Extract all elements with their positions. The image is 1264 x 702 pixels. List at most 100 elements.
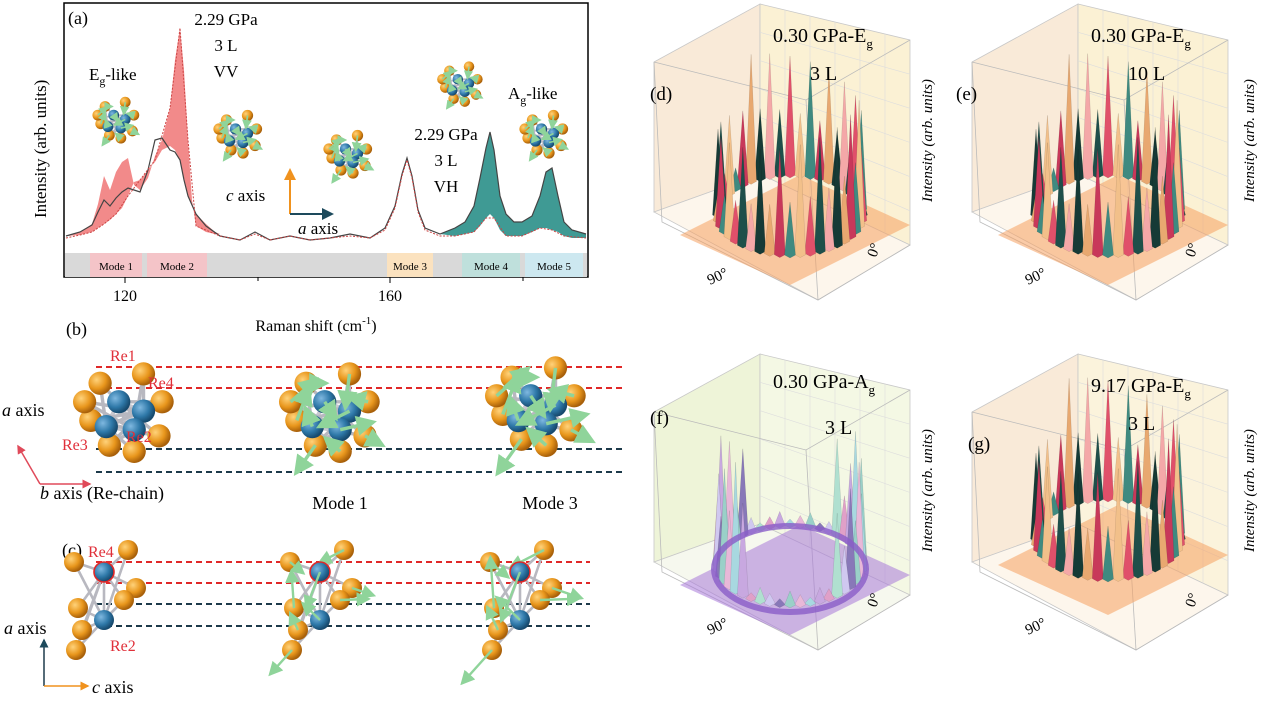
intensity-bar	[1132, 137, 1144, 255]
mode1-label: Mode 1	[99, 261, 133, 273]
polar-panel-g: 9.17 GPa-Eg 3 L (g) Intensity (arb. units) 9…	[968, 353, 1258, 651]
mode4-band	[462, 253, 520, 277]
cube-edge	[971, 411, 1229, 651]
panel-a: Mode 1 Mode 2 Mode 3 Mode 4 Mode 5 120 1…	[31, 2, 589, 335]
intensity-bar	[745, 54, 757, 185]
displacement-arrow	[339, 592, 371, 607]
displacement-arrow	[506, 394, 526, 422]
polar-label: (d)	[650, 84, 672, 105]
molecule-c-mode3	[460, 540, 585, 686]
displacement-arrow	[293, 444, 317, 477]
displacement-arrow	[289, 377, 320, 404]
displacement-arrow	[524, 119, 536, 130]
displacement-arrow	[103, 118, 113, 129]
s-atom	[97, 433, 122, 457]
intensity-bar	[1072, 108, 1084, 182]
mode5-band	[525, 253, 583, 277]
mode2-label: Mode 2	[160, 261, 194, 273]
panel-c: (c) Re4 Re2 a axis c axis	[4, 540, 590, 697]
intensity-bar	[1063, 54, 1075, 185]
displacement-arrow	[545, 408, 591, 429]
intensity-bar	[763, 592, 776, 607]
b-axis-label-b: b axis (Re-chain)	[40, 483, 164, 504]
displacement-arrow	[542, 146, 553, 158]
intensity-bar	[1082, 53, 1094, 180]
displacement-arrow	[268, 649, 293, 677]
eg-like-label: Eg-like	[89, 65, 137, 88]
intensity-bar	[804, 196, 816, 257]
polar-zlabel: Intensity (arb. units)	[1242, 429, 1258, 553]
re-atom	[94, 610, 114, 630]
displacement-arrow	[119, 102, 130, 116]
polar-layers: 3 L	[810, 63, 837, 85]
mode5-label: Mode 5	[537, 261, 571, 273]
polar-title: 9.17 GPa-Eg	[1091, 375, 1191, 401]
mode2-band	[147, 253, 207, 277]
mode1-caption: Mode 1	[312, 493, 368, 513]
bond	[102, 549, 130, 621]
panel-a-label: (a)	[68, 8, 88, 29]
intensity-bar	[784, 590, 796, 609]
molecule-ag-like	[519, 109, 570, 162]
intensity-bar	[1141, 187, 1153, 252]
molecule-c-mode1	[268, 540, 377, 677]
re-atom	[93, 561, 115, 583]
displacement-arrow	[553, 124, 565, 134]
mode3-label: Mode 3	[393, 261, 427, 273]
displacement-arrow	[460, 649, 493, 686]
molecule-b-static	[72, 362, 174, 464]
displacement-arrow	[495, 438, 523, 477]
displacement-arrow	[112, 117, 126, 126]
intensity-bar	[1132, 461, 1144, 579]
displacement-arrow	[328, 137, 342, 150]
a-axis-arrow-b	[17, 444, 41, 485]
intensity-bar	[831, 127, 843, 249]
intensity-bar	[823, 588, 835, 602]
s-atom	[118, 540, 138, 560]
atom-c-re2: Re2	[110, 638, 136, 655]
displacement-arrow	[464, 86, 478, 96]
displacement-arrow	[322, 435, 345, 457]
displacement-arrow	[469, 74, 480, 84]
mode3-caption: Mode 3	[522, 493, 578, 513]
polar-zlabel: Intensity (arb. units)	[920, 429, 936, 553]
displacement-arrow	[463, 66, 474, 80]
intensity-bar	[1082, 377, 1094, 504]
displacement-arrow	[445, 98, 455, 110]
displacement-arrow	[352, 156, 370, 166]
displacement-arrow	[548, 115, 558, 130]
displacement-arrow	[485, 604, 500, 631]
bond	[518, 549, 546, 621]
displacement-arrow	[458, 95, 469, 106]
intensity-bar	[754, 108, 766, 182]
re-atom	[107, 390, 131, 414]
angle-90-label: 90°	[705, 265, 731, 288]
intensity-bar	[784, 201, 796, 259]
polar-panel-f: 0.30 GPa-Ag 3 L (f) Intensity (arb. units) 9…	[650, 353, 936, 651]
s-atom	[64, 552, 84, 572]
panel-a-xlabel: Raman shift (cm-1)	[255, 315, 376, 335]
polar-layers: 3 L	[825, 417, 852, 439]
intensity-bar	[1102, 201, 1114, 259]
intensity-bar	[1122, 520, 1134, 581]
displacement-arrow	[484, 554, 499, 609]
displacement-arrow	[448, 82, 457, 93]
panel-b: (b) Re1 Re4 Re3 Re2 a axis b axis (Re-ch…	[2, 319, 622, 513]
displacement-arrow	[247, 124, 259, 134]
displacement-arrow	[342, 152, 358, 162]
polar-label: (e)	[956, 84, 977, 105]
intensity-bar	[794, 144, 806, 258]
intensity-bar	[804, 597, 817, 607]
intensity-bar	[774, 109, 786, 179]
s-atom	[66, 640, 86, 660]
polar-zlabel: Intensity (arb. units)	[1242, 79, 1258, 203]
displacement-arrow	[531, 132, 541, 144]
s-atom	[150, 390, 174, 414]
polar-title: 0.30 GPa-Eg	[1091, 25, 1191, 51]
mode1-band	[90, 253, 142, 277]
displacement-arrow	[317, 548, 345, 564]
displacement-arrow	[300, 601, 321, 621]
ann-vv-2: 3 L	[214, 36, 237, 55]
polar-layers: 10 L	[1128, 63, 1165, 85]
atom-re2: Re2	[126, 429, 152, 446]
